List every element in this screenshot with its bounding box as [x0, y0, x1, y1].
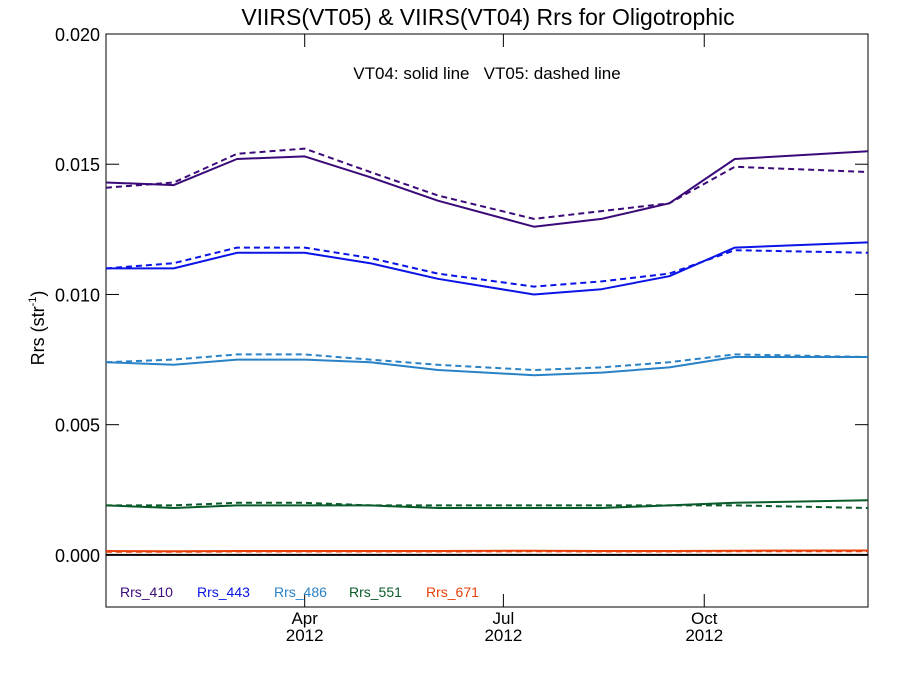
x-tick-year: 2012	[286, 626, 324, 645]
legend-item: Rrs_551	[349, 584, 402, 600]
y-tick-label: 0.010	[55, 285, 100, 305]
plot-frame	[105, 33, 869, 608]
y-tick-label: 0.000	[55, 546, 100, 566]
chart-title: VIIRS(VT05) & VIIRS(VT04) Rrs for Oligot…	[241, 4, 734, 30]
y-ticks: 0.000 0.005 0.010 0.015 0.020	[55, 25, 868, 566]
series-line-rrs-551-dashed	[106, 501, 869, 509]
x-tick-year: 2012	[685, 626, 723, 645]
x-tick-month: Apr	[291, 609, 318, 628]
series-line-rrs-410-dashed	[105, 147, 869, 220]
legend-item: Rrs_443	[197, 584, 250, 600]
series-lines	[105, 147, 869, 556]
y-tick-label: 0.015	[55, 155, 100, 175]
series-line-rrs-671-dashed	[106, 550, 868, 553]
series-line-rrs-486-solid	[105, 356, 868, 377]
x-tick-month: Jul	[493, 609, 515, 628]
x-tick-month: Oct	[691, 609, 718, 628]
legend-item: Rrs_671	[426, 584, 479, 600]
y-axis-label-sup: -1	[27, 297, 39, 307]
y-tick-label: 0.020	[55, 25, 100, 45]
legend-item: Rrs_410	[120, 584, 173, 600]
svg-text:Rrs (str-1): Rrs (str-1)	[27, 291, 48, 366]
series-line-rrs-443-dashed	[105, 246, 869, 288]
y-axis-label-main: Rrs (str	[28, 306, 48, 365]
y-tick-label: 0.005	[55, 416, 100, 436]
legend: Rrs_410 Rrs_443 Rrs_486 Rrs_551 Rrs_671	[120, 584, 479, 600]
legend-item: Rrs_486	[274, 584, 327, 600]
chart-annotation: VT04: solid line VT05: dashed line	[353, 64, 620, 83]
y-axis-label: Rrs (str-1)	[27, 291, 48, 366]
x-tick-year: 2012	[484, 626, 522, 645]
series-line-rrs-410-solid	[105, 150, 869, 228]
series-line-rrs-443-solid	[106, 241, 869, 296]
y-axis-label-tail: )	[28, 291, 48, 297]
series-line-rrs-486-dashed	[105, 353, 869, 371]
